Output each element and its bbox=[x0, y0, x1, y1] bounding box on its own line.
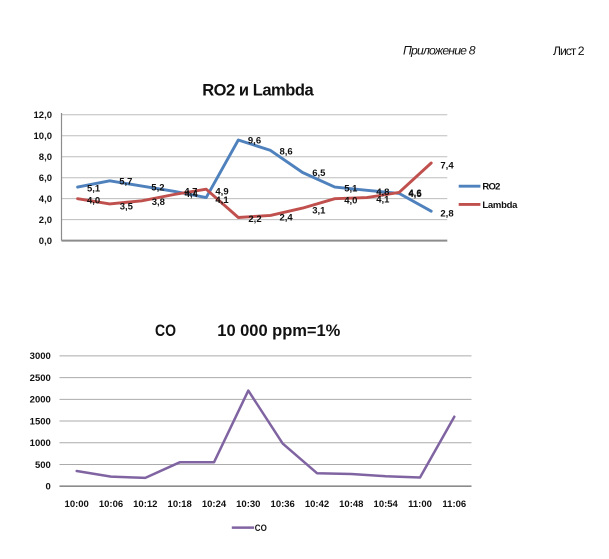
svg-text:4,1: 4,1 bbox=[215, 195, 229, 206]
svg-text:8,0: 8,0 bbox=[39, 152, 52, 163]
svg-text:0,0: 0,0 bbox=[39, 236, 52, 247]
svg-text:4,7: 4,7 bbox=[184, 186, 197, 197]
svg-text:5,2: 5,2 bbox=[151, 183, 164, 194]
svg-text:1500: 1500 bbox=[30, 416, 51, 427]
svg-text:2,2: 2,2 bbox=[248, 214, 261, 225]
svg-text:3,8: 3,8 bbox=[152, 197, 165, 208]
svg-text:2000: 2000 bbox=[30, 395, 51, 406]
svg-text:4,0: 4,0 bbox=[344, 196, 357, 207]
svg-text:10:30: 10:30 bbox=[236, 499, 260, 510]
svg-text:5,1: 5,1 bbox=[344, 184, 358, 195]
svg-text:10:06: 10:06 bbox=[99, 499, 123, 510]
svg-text:CO: CO bbox=[155, 322, 176, 340]
svg-text:4,4: 4,4 bbox=[185, 189, 199, 200]
svg-text:10:18: 10:18 bbox=[168, 499, 192, 510]
svg-text:4,0: 4,0 bbox=[39, 194, 52, 205]
svg-text:5,1: 5,1 bbox=[87, 184, 101, 195]
svg-text:3,1: 3,1 bbox=[312, 206, 326, 217]
svg-text:2500: 2500 bbox=[30, 373, 51, 384]
svg-text:10:00: 10:00 bbox=[65, 499, 89, 510]
svg-text:3,5: 3,5 bbox=[120, 202, 134, 213]
svg-text:500: 500 bbox=[35, 460, 51, 471]
svg-text:10,0: 10,0 bbox=[34, 131, 53, 142]
svg-text:10:42: 10:42 bbox=[305, 499, 329, 510]
svg-text:11:06: 11:06 bbox=[442, 499, 466, 510]
svg-text:4,5: 4,5 bbox=[408, 189, 422, 200]
svg-text:10:24: 10:24 bbox=[202, 499, 227, 510]
svg-text:1000: 1000 bbox=[30, 438, 51, 449]
svg-text:3000: 3000 bbox=[30, 351, 51, 362]
svg-text:2,4: 2,4 bbox=[280, 213, 294, 224]
svg-text:Lambda: Lambda bbox=[482, 200, 518, 211]
svg-text:10 000 ppm=1%: 10 000 ppm=1% bbox=[217, 322, 340, 340]
svg-text:4,1: 4,1 bbox=[376, 194, 390, 205]
svg-text:7,4: 7,4 bbox=[440, 160, 454, 171]
svg-text:RO2 и Lambda: RO2 и Lambda bbox=[202, 81, 314, 99]
svg-text:Приложение 8: Приложение 8 bbox=[403, 44, 476, 58]
svg-text:4,6: 4,6 bbox=[408, 188, 421, 199]
svg-text:4,8: 4,8 bbox=[376, 187, 389, 198]
svg-text:2,0: 2,0 bbox=[39, 215, 52, 226]
svg-text:10:12: 10:12 bbox=[133, 499, 157, 510]
svg-text:11:00: 11:00 bbox=[408, 499, 432, 510]
svg-text:10:54: 10:54 bbox=[374, 499, 399, 510]
svg-text:9,6: 9,6 bbox=[248, 136, 261, 147]
svg-text:Лист 2: Лист 2 bbox=[553, 44, 585, 58]
svg-text:CO: CO bbox=[255, 523, 267, 534]
svg-text:10:36: 10:36 bbox=[271, 499, 295, 510]
svg-text:8,6: 8,6 bbox=[280, 147, 293, 158]
svg-text:5,7: 5,7 bbox=[119, 177, 132, 188]
svg-text:RO2: RO2 bbox=[482, 182, 500, 193]
svg-text:10:48: 10:48 bbox=[339, 499, 363, 510]
svg-text:6,5: 6,5 bbox=[312, 168, 326, 179]
svg-text:0: 0 bbox=[46, 482, 51, 493]
svg-text:6,0: 6,0 bbox=[39, 173, 52, 184]
svg-text:4,9: 4,9 bbox=[215, 186, 228, 197]
svg-text:4,0: 4,0 bbox=[87, 196, 100, 207]
svg-text:2,8: 2,8 bbox=[440, 209, 453, 220]
svg-text:12,0: 12,0 bbox=[34, 110, 53, 121]
